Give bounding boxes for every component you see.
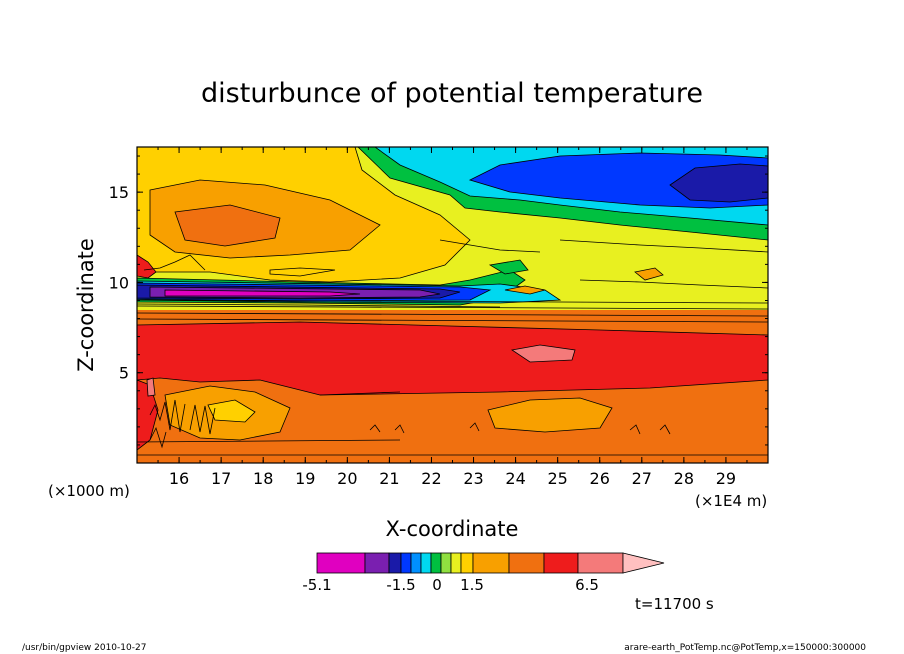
colorbar-tick-label: -5.1 — [302, 576, 331, 594]
field-red-inversion-left — [137, 254, 157, 279]
colorbar-segment — [400, 552, 412, 574]
x-tick-label: 24 — [505, 469, 525, 488]
colorbar-segment — [410, 552, 422, 574]
x-tick-label: 16 — [169, 469, 189, 488]
field-small-orange-inversion — [504, 285, 546, 295]
colorbar-segment — [472, 552, 510, 574]
x-tick-label: 21 — [379, 469, 399, 488]
field-inversion-magenta — [164, 289, 361, 297]
footer-right: arare-earth_PotTemp.nc@PotTemp,x=150000:… — [624, 643, 866, 653]
y-tick-label: 15 — [109, 183, 129, 202]
field-light-orange-lower-right — [487, 397, 613, 433]
y-tick-label: 5 — [119, 364, 129, 383]
colorbar-segment — [460, 552, 474, 574]
colorbar-segment — [577, 552, 624, 574]
y-tick-labels: 5 10 15 — [109, 183, 129, 383]
chart-title: disturbunce of potential temperature — [201, 78, 703, 109]
field-pink-blob — [510, 344, 576, 363]
colorbar-segment — [508, 552, 545, 574]
x-unit-label: (×1E4 m) — [695, 492, 767, 510]
x-tick-label: 19 — [295, 469, 315, 488]
colorbar-segment — [430, 552, 442, 574]
y-axis-label: Z-coordinate — [74, 238, 98, 372]
x-tick-label: 22 — [421, 469, 441, 488]
x-ticks — [136, 147, 769, 463]
colorbar-tick-label: 0 — [432, 576, 442, 594]
colorbar-tick-label: -1.5 — [386, 576, 415, 594]
colorbar-segment — [316, 552, 366, 574]
x-tick-label: 20 — [337, 469, 357, 488]
colorbar-segment — [440, 552, 452, 574]
y-ticks — [137, 155, 768, 446]
y-tick-label: 10 — [109, 273, 129, 292]
colorbar-tick-label: 6.5 — [575, 576, 599, 594]
x-tick-label: 29 — [716, 469, 736, 488]
field-orange-small-upper-right — [634, 267, 664, 281]
time-label: t=11700 s — [635, 595, 714, 613]
x-tick-label: 28 — [674, 469, 694, 488]
field-navy — [669, 163, 768, 203]
colorbar-tick-labels: -5.1 -1.5 0 1.5 6.5 — [302, 576, 599, 594]
contour-lines — [137, 239, 768, 456]
field-pink-left-edge — [146, 377, 156, 397]
x-tick-label: 25 — [547, 469, 567, 488]
x-tick-label: 27 — [632, 469, 652, 488]
colorbar — [316, 552, 665, 574]
field-red-band — [137, 321, 768, 396]
field-yellow-lower-left — [207, 399, 256, 423]
x-tick-label: 17 — [211, 469, 231, 488]
x-tick-label: 26 — [590, 469, 610, 488]
footer-left: /usr/bin/gpview 2010-10-27 — [22, 643, 146, 653]
colorbar-segment — [364, 552, 390, 574]
colorbar-segment — [450, 552, 462, 574]
field-dark-orange-upper — [174, 204, 281, 247]
x-tick-labels: 16 17 18 19 20 21 22 23 24 25 26 27 28 29 — [169, 469, 736, 488]
colorbar-tick-label: 1.5 — [460, 576, 484, 594]
y-unit-label: (×1000 m) — [48, 482, 130, 500]
plot-area — [137, 147, 768, 463]
colorbar-segment — [388, 552, 402, 574]
x-tick-label: 18 — [253, 469, 273, 488]
x-tick-label: 23 — [463, 469, 483, 488]
colorbar-segment — [543, 552, 579, 574]
x-axis-label: X-coordinate — [386, 517, 519, 541]
field-green-spot — [488, 259, 529, 275]
colorbar-segment — [420, 552, 432, 574]
colorbar-extension-arrow — [622, 552, 665, 574]
